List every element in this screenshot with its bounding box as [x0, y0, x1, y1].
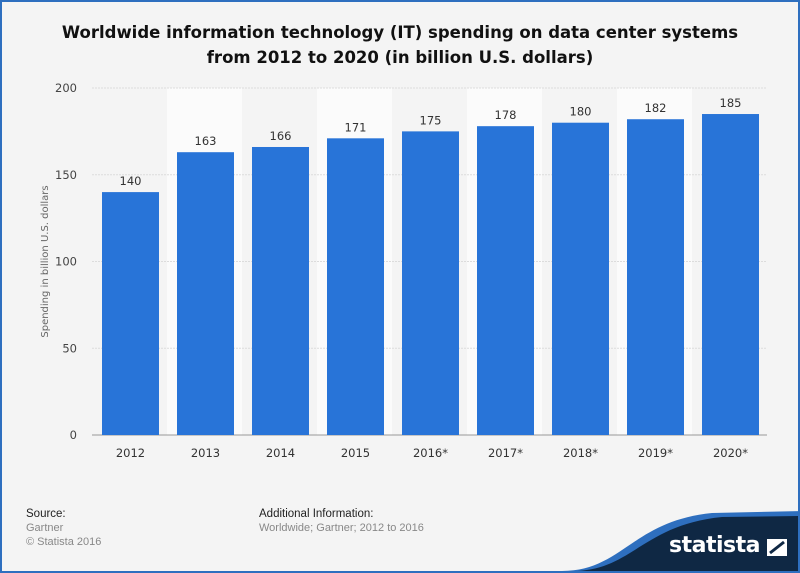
data-label: 171 [345, 120, 367, 134]
bar-2019* [627, 119, 684, 435]
additional-info-block: Additional Information: Worldwide; Gartn… [259, 507, 424, 535]
chart-title: Worldwide information technology (IT) sp… [2, 20, 798, 70]
title-line-2: from 2012 to 2020 (in billion U.S. dolla… [206, 48, 594, 67]
x-tick-label: 2015 [341, 446, 370, 460]
source-block: Source: Gartner © Statista 2016 [26, 507, 101, 549]
data-label: 185 [720, 96, 742, 110]
x-tick-label: 2013 [191, 446, 220, 460]
y-tick-label: 50 [62, 341, 77, 355]
data-label: 166 [270, 129, 292, 143]
data-label: 178 [495, 108, 517, 122]
statista-mark-icon [767, 539, 787, 556]
x-tick-label: 2019* [638, 446, 673, 460]
x-tick-label: 2012 [116, 446, 145, 460]
bar-2014 [252, 146, 309, 436]
logo-swoosh [562, 511, 798, 571]
x-tick-label: 2017* [488, 446, 523, 460]
bar-2020* [702, 114, 759, 436]
data-label: 163 [195, 134, 217, 148]
logo-text: statista [669, 533, 760, 558]
x-tick-label: 2020* [713, 446, 748, 460]
bar-chart: 0 50 100 150 200 Spending in billion U.S. dol… [40, 81, 767, 460]
x-tick-label: 2016* [413, 446, 448, 460]
copyright: © Statista 2016 [26, 536, 102, 548]
data-label: 175 [420, 113, 442, 127]
bar-2012 [102, 192, 159, 435]
title-line-1: Worldwide information technology (IT) sp… [61, 23, 739, 42]
bar-2018* [552, 122, 609, 435]
x-tick-label: 2014 [266, 446, 295, 460]
bar-2015 [327, 138, 384, 435]
source-value: Gartner [26, 522, 64, 534]
statista-logo[interactable]: statista [562, 501, 798, 571]
y-axis-label: Spending in billion U.S. dollars [40, 185, 51, 337]
bar-2016* [402, 131, 459, 435]
y-tick-label: 150 [55, 168, 77, 182]
data-label: 180 [570, 105, 592, 119]
x-tick-label: 2018* [563, 446, 598, 460]
y-tick-label: 0 [70, 428, 77, 442]
y-tick-label: 100 [55, 255, 77, 269]
y-tick-label: 200 [55, 81, 77, 95]
bar-2017* [477, 126, 534, 436]
additional-info-value: Worldwide; Gartner; 2012 to 2016 [259, 522, 424, 534]
bar-2013 [177, 152, 234, 435]
data-label: 140 [120, 174, 142, 188]
source-label: Source: [26, 508, 66, 520]
additional-info-label: Additional Information: [259, 508, 374, 520]
data-label: 182 [645, 101, 667, 115]
